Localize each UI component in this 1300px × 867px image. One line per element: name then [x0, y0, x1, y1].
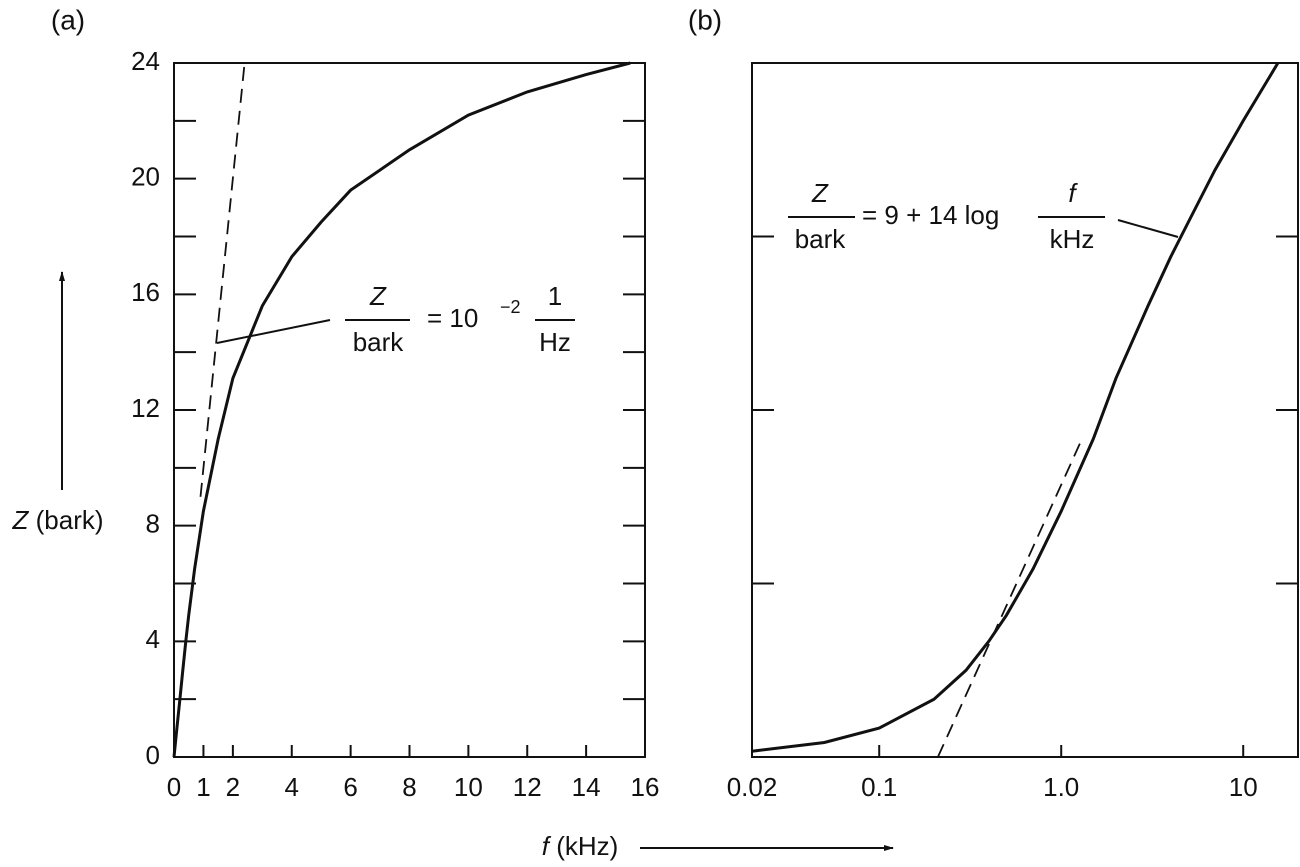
annotation-denominator: bark [795, 224, 847, 254]
annotation-numerator2: f [1068, 178, 1078, 208]
x-axis-symbol: f [542, 831, 552, 861]
x-tick-label: 4 [285, 772, 299, 802]
x-tick-label: 10 [454, 772, 483, 802]
annotation-pointer [216, 319, 331, 344]
y-tick-label: 24 [131, 46, 160, 76]
x-axis-unit: (kHz) [556, 831, 618, 861]
y-tick-label: 4 [146, 624, 160, 654]
x-tick-label: 1 [196, 772, 210, 802]
panel-label: (a) [51, 4, 85, 35]
x-tick-label: 6 [343, 772, 357, 802]
x-tick-label: 2 [226, 772, 240, 802]
annotation-denominator2: Hz [539, 327, 571, 357]
x-tick-label: 0 [167, 772, 181, 802]
annotation-denominator: bark [353, 327, 405, 357]
panel-label: (b) [688, 4, 722, 35]
x-tick-label: 16 [631, 772, 660, 802]
y-tick-label: 20 [131, 162, 160, 192]
annotation-denominator2: kHz [1050, 224, 1095, 254]
dashed-line [937, 438, 1083, 758]
x-tick-label: 8 [402, 772, 416, 802]
y-tick-label: 0 [146, 740, 160, 770]
annotation-numerator: Z [369, 281, 387, 311]
y-axis-unit: (bark) [36, 505, 104, 535]
annotation-text: = 9 + 14 log [862, 200, 999, 230]
plot-frame [173, 62, 646, 758]
curve [751, 62, 1280, 753]
x-tick-label: 10 [1229, 772, 1258, 802]
annotation-numerator: Z [811, 178, 829, 208]
y-axis-symbol: Z [11, 505, 29, 535]
y-tick-label: 16 [131, 277, 160, 307]
x-tick-label: 1.0 [1043, 772, 1079, 802]
y-tick-label: 12 [131, 393, 160, 423]
curve [172, 61, 631, 758]
annotation-exponent: −2 [500, 297, 521, 317]
x-tick-label: 0.1 [861, 772, 897, 802]
x-tick-label: 14 [572, 772, 601, 802]
annotation-pointer [1117, 219, 1179, 238]
y-tick-label: 8 [146, 509, 160, 539]
annotation-text: = 10 [427, 303, 478, 333]
x-axis-label: f (kHz) [542, 831, 619, 861]
dashed-line [199, 62, 246, 497]
x-tick-label: 12 [513, 772, 542, 802]
x-tick-label: 0.02 [727, 772, 778, 802]
annotation-numerator2: 1 [548, 281, 562, 311]
y-axis-label: Z (bark) [11, 505, 103, 535]
